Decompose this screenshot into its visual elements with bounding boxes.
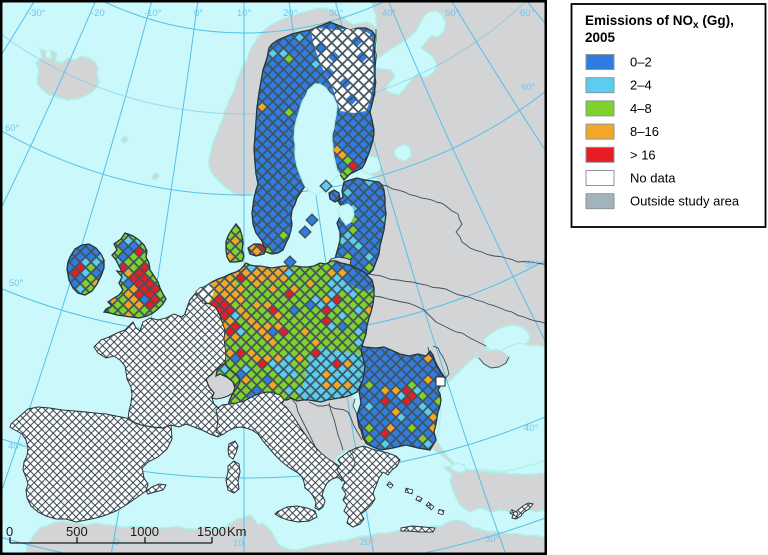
svg-text:2–4: 2–4: [630, 78, 652, 93]
svg-text:20°: 20°: [360, 537, 375, 548]
svg-text:40°: 40°: [524, 423, 539, 434]
svg-text:500: 500: [66, 524, 88, 539]
svg-text:1500: 1500: [197, 524, 226, 539]
svg-text:10°: 10°: [237, 8, 252, 19]
svg-text:1000: 1000: [130, 524, 159, 539]
svg-text:-20: -20: [91, 8, 105, 19]
svg-text:-10°: -10°: [144, 8, 162, 19]
svg-text:30°: 30°: [485, 534, 500, 545]
svg-text:60°: 60°: [521, 82, 536, 93]
svg-text:30°: 30°: [329, 8, 344, 19]
svg-text:0–2: 0–2: [630, 55, 652, 70]
svg-text:0°: 0°: [194, 8, 203, 19]
svg-text:20°: 20°: [283, 8, 298, 19]
svg-text:40°: 40°: [8, 441, 23, 452]
svg-text:-30°: -30°: [28, 8, 46, 19]
svg-text:Outside study area: Outside study area: [630, 194, 740, 209]
svg-text:4–8: 4–8: [630, 101, 652, 116]
svg-text:50°: 50°: [525, 259, 540, 270]
svg-text:60°: 60°: [520, 8, 535, 19]
svg-text:8–16: 8–16: [630, 124, 659, 139]
svg-text:Km: Km: [227, 524, 247, 539]
svg-text:40°: 40°: [382, 8, 397, 19]
svg-text:10: 10: [233, 538, 244, 549]
svg-text:> 16: > 16: [630, 147, 656, 162]
svg-text:No data: No data: [630, 171, 676, 186]
svg-text:0: 0: [6, 524, 13, 539]
svg-text:60°: 60°: [5, 123, 20, 134]
svg-text:50°: 50°: [445, 8, 460, 19]
svg-text:50°: 50°: [9, 278, 24, 289]
svg-text:2005: 2005: [585, 30, 616, 45]
